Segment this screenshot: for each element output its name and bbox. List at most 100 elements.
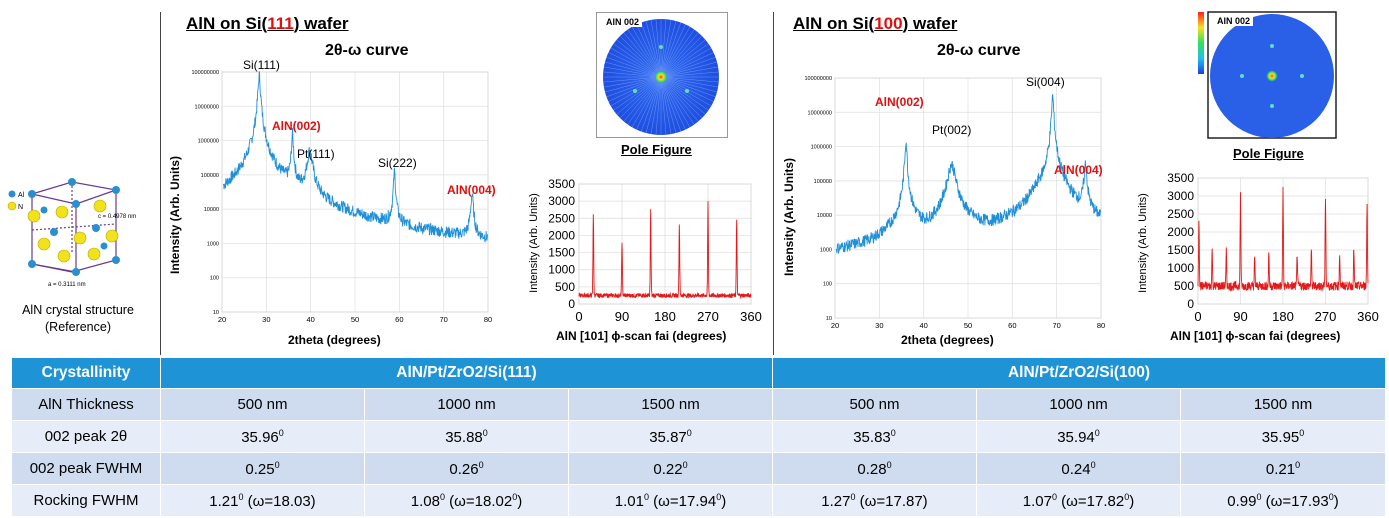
- panel2-phi-ytick: 3500: [1167, 172, 1194, 185]
- panel2-title: AlN on Si(100) wafer: [793, 14, 958, 33]
- panel1-phi-ytick: 500: [555, 280, 575, 294]
- crystal-structure-diagram: Al N c = 0.4978 nm a = 0.3111 nm: [7, 178, 136, 288]
- panel1-pole-tag: AlN 002: [603, 17, 643, 27]
- structure-caption-line1: AlN crystal structure: [22, 303, 134, 317]
- table-header-row: Crystallinity AlN/Pt/ZrO2/Si(111) AlN/Pt…: [11, 357, 1387, 389]
- panel1-xrd-xtick: 40: [306, 315, 314, 324]
- table-cell: 1.010 (ω=17.940): [568, 484, 773, 517]
- panel1-xrd-xtick: 30: [262, 315, 270, 324]
- table-cell: 35.940: [976, 420, 1181, 453]
- panel1-xrd-ytick: 100000000: [191, 70, 219, 76]
- panel1-peak-aln002: AlN(002): [272, 119, 321, 133]
- panel1-xrd-ytick: 10: [213, 310, 219, 316]
- panel1-xrd-ytick: 100000: [201, 173, 219, 179]
- panel1-phi-ytick: 0: [568, 297, 575, 311]
- panel1-phi-ytick: 3500: [548, 177, 575, 191]
- panel1-phi-xtick: 360: [740, 309, 762, 324]
- panel1-phi-xtick: 270: [697, 309, 719, 324]
- panel2-xrd-ytick: 100: [823, 282, 832, 288]
- panel1-phi-series-line: [578, 201, 752, 300]
- structure-caption: AlN crystal structure (Reference): [2, 302, 154, 336]
- panel2-phi-xtick: 90: [1233, 309, 1247, 324]
- panel2-phi-xtick: 360: [1357, 309, 1379, 324]
- panel2-xrd-ylabel: Intensity (Arb. Units): [782, 158, 796, 277]
- table-row-label: Rocking FWHM: [11, 484, 161, 517]
- panel1-curve-label: 2θ-ω curve: [325, 42, 409, 59]
- panel1-phi-ytick: 3000: [548, 194, 575, 208]
- panel1-phi-ytick: 2500: [548, 211, 575, 225]
- panel2-peak-si004: Si(004): [1026, 75, 1065, 89]
- table-cell: 1.270 (ω=17.87): [772, 484, 977, 517]
- panel1-phi-ytick: 1000: [548, 263, 575, 277]
- panel1-phi-xtick: 90: [615, 309, 629, 324]
- table-cell: 500 nm: [772, 388, 977, 421]
- panel2-curve-label: 2θ-ω curve: [937, 42, 1021, 59]
- panel1-phi-chart: 0 500 1000 1500 2000 2500 3000 3500 0 90 180 270 360: [548, 177, 762, 324]
- panel2-phi-ytick: 1500: [1167, 243, 1194, 257]
- table-cell: 1000 nm: [364, 388, 569, 421]
- panel2-xrd-xtick: 70: [1052, 321, 1060, 330]
- panel2-phi-chart: 0 500 1000 1500 2000 2500 3000 3500 0 90 180 270 360: [1167, 172, 1379, 324]
- panel1-xrd-xtick: 20: [218, 315, 226, 324]
- table-cell: 35.830: [772, 420, 977, 453]
- table-cell: 35.960: [160, 420, 365, 453]
- panel2-xrd-ytick: 1000000: [811, 145, 832, 151]
- panel1-phi-ytick: 2000: [548, 228, 575, 242]
- panel1-xrd-ytick: 1000: [207, 241, 219, 247]
- panel2-pole-figure: AlN 002: [1196, 10, 1338, 140]
- table-cell: 1000 nm: [976, 388, 1181, 421]
- panel1-xrd-xlabel: 2theta (degrees): [288, 333, 381, 347]
- table-cell: 500 nm: [160, 388, 365, 421]
- table-cell: 0.280: [772, 452, 977, 485]
- table-row: AlN Thickness 500 nm 1000 nm 1500 nm 500 nm 1…: [11, 388, 1387, 421]
- table-cell: 1.080 (ω=18.020): [364, 484, 569, 517]
- panel2-xrd-ytick: 10000: [817, 213, 832, 219]
- panel1-xrd-ytick: 100: [210, 276, 219, 282]
- table-cell: 0.220: [568, 452, 773, 485]
- panel2-peak-aln004: AlN(004): [1054, 163, 1103, 177]
- panel1-peak-aln004: AlN(004): [447, 183, 496, 197]
- panel2-pole-caption: Pole Figure: [1233, 146, 1304, 161]
- table-row: Rocking FWHM 1.210 (ω=18.03) 1.080 (ω=18.0…: [11, 484, 1387, 517]
- panel2-xrd-xtick: 50: [964, 321, 972, 330]
- panel2-xrd-xtick: 80: [1097, 321, 1105, 330]
- table-header-si111: AlN/Pt/ZrO2/Si(111): [160, 357, 773, 389]
- panel2-xrd-ytick: 10000000: [808, 110, 832, 116]
- panel1-xrd-xtick: 60: [395, 315, 403, 324]
- panel1-xrd-chart: 10 100 1000 10000 100000 1000000 10000000 10000…: [191, 70, 492, 324]
- table-row: 002 peak 2θ 35.960 35.880 35.870 35.830 35.94…: [11, 420, 1387, 453]
- panel2-phi-ytick: 500: [1174, 279, 1194, 293]
- panel1-xrd-ylabel: Intensity (Arb. Units): [168, 156, 182, 275]
- table-row: 002 peak FWHM 0.250 0.260 0.220 0.280 0.240 0.…: [11, 452, 1387, 485]
- panel1-pole-figure: AlN 002: [596, 12, 728, 138]
- panel1-phi-xtick: 180: [654, 309, 676, 324]
- table-cell: 0.260: [364, 452, 569, 485]
- table-row-label: 002 peak FWHM: [11, 452, 161, 485]
- table-cell: 1.070 (ω=17.820): [976, 484, 1181, 517]
- panel2-phi-ylabel: Intensity (Arb. Units): [1137, 193, 1149, 293]
- panel1-xrd-xtick: 80: [484, 315, 492, 324]
- panel1-xrd-ytick: 10000: [204, 207, 219, 213]
- table-cell: 35.880: [364, 420, 569, 453]
- table-cell: 1.210 (ω=18.03): [160, 484, 365, 517]
- table-cell: 0.990 (ω=17.930): [1179, 484, 1387, 517]
- panel2-phi-ytick: 0: [1187, 297, 1194, 311]
- panel2-phi-ytick: 2000: [1167, 225, 1194, 239]
- panel1-peak-si111: Si(111): [243, 58, 280, 72]
- a-lattice-label: a = 0.3111 nm: [48, 282, 86, 288]
- panel1-xrd-ytick: 1000000: [198, 139, 219, 145]
- panel2-xrd-ytick: 1000: [820, 247, 832, 253]
- table-row-label: AlN Thickness: [11, 388, 161, 421]
- panel2-colorbar: [1198, 12, 1204, 74]
- c-lattice-label: c = 0.4978 nm: [98, 214, 136, 220]
- panel1-title: AlN on Si(111) wafer: [186, 14, 349, 33]
- panel1-peak-si222: Si(222): [378, 156, 417, 170]
- table-header-si100: AlN/Pt/ZrO2/Si(100): [771, 357, 1387, 389]
- crystallinity-table: Crystallinity AlN/Pt/ZrO2/Si(111) AlN/Pt…: [11, 357, 1387, 517]
- panel1-phi-ytick: 1500: [548, 246, 575, 260]
- panel2-pole-center-spot: [1266, 70, 1278, 82]
- panel2-xrd-chart: 10 100 1000 10000 100000 1000000 10000000 10000…: [804, 76, 1105, 330]
- table-cell: 35.870: [568, 420, 773, 453]
- panel2-phi-ytick: 1000: [1167, 261, 1194, 275]
- left-divider: [160, 12, 161, 355]
